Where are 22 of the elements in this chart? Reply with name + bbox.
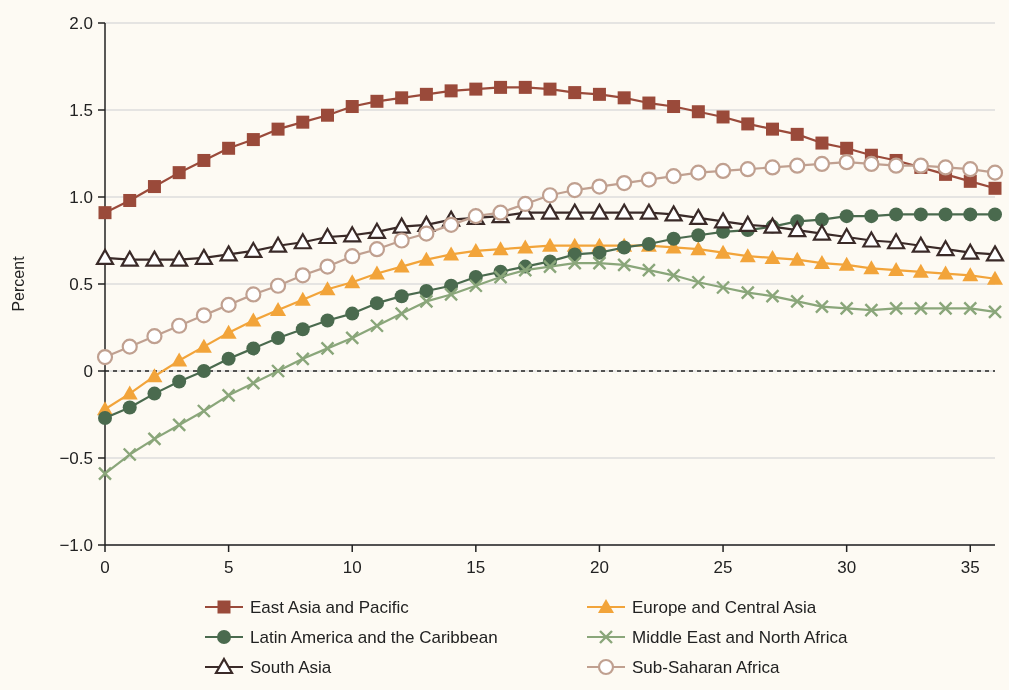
x-tick-label: 5 xyxy=(223,558,234,577)
legend-label: East Asia and Pacific xyxy=(250,597,410,617)
y-tick-label: 1.0 xyxy=(69,187,93,207)
y-tick-label: 0.5 xyxy=(69,274,93,294)
y-tick-label: 0 xyxy=(83,361,93,381)
y-tick-label: 1.5 xyxy=(69,100,93,120)
y-tick-label: 2.0 xyxy=(69,13,93,33)
x-tick-label: 30 xyxy=(837,558,857,577)
x-tick-label: 0 xyxy=(100,558,110,577)
legend-label: Middle East and North Africa xyxy=(632,627,848,647)
x-tick-label: 10 xyxy=(342,558,362,577)
y-axis-title: Percent xyxy=(10,255,27,312)
y-tick-label: −0.5 xyxy=(59,448,93,468)
legend-label: South Asia xyxy=(250,657,332,677)
x-tick-label: 35 xyxy=(960,558,980,577)
x-tick-label: 20 xyxy=(589,558,609,577)
y-tick-label: −1.0 xyxy=(59,535,93,555)
legend-label: Latin America and the Caribbean xyxy=(250,627,498,647)
x-tick-label: 25 xyxy=(713,558,733,577)
legend-label: Europe and Central Asia xyxy=(632,597,817,617)
legend-label: Sub-Saharan Africa xyxy=(632,657,780,677)
x-tick-label: 15 xyxy=(466,558,486,577)
